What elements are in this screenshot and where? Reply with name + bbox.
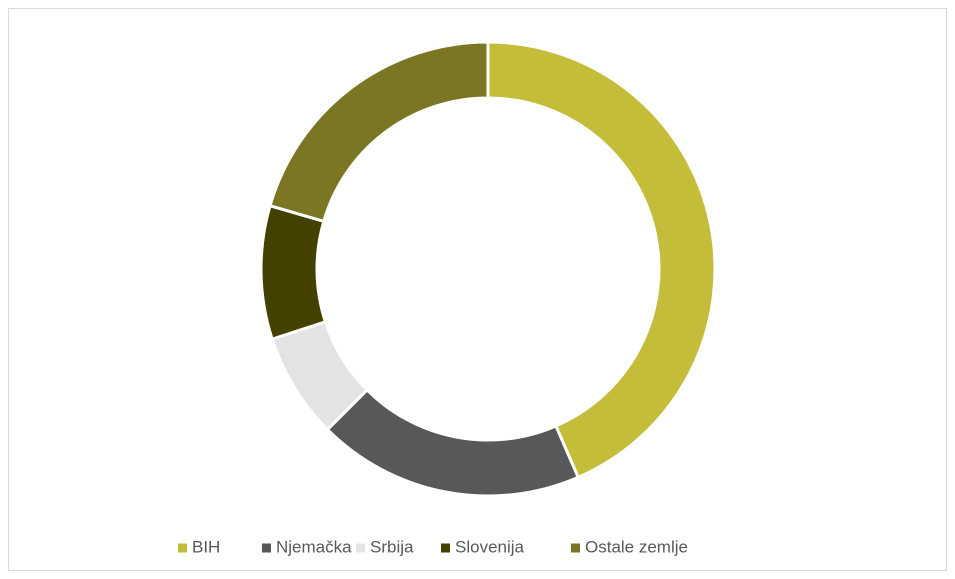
legend-label: Njemačka	[276, 537, 352, 556]
legend-swatch	[441, 543, 450, 553]
legend-swatch	[571, 543, 580, 553]
legend-swatch	[356, 543, 365, 553]
legend-label: BIH	[192, 537, 220, 556]
legend-label: Srbija	[370, 537, 414, 556]
legend-label: Ostale zemlje	[585, 537, 688, 556]
legend-swatch	[178, 543, 187, 553]
legend-swatch	[262, 543, 271, 553]
donut-segment	[486, 40, 717, 480]
legend-label: Slovenija	[455, 537, 525, 556]
donut-segment	[259, 203, 328, 342]
donut-segment	[268, 40, 490, 224]
